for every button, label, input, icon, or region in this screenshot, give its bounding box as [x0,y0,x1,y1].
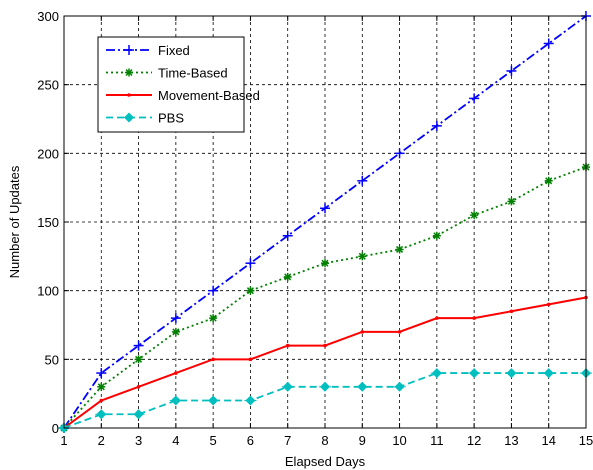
y-axis-label: Number of Updates [7,165,22,278]
y-tick-label: 0 [52,421,59,436]
y-tick-label: 200 [37,146,59,161]
x-axis-label: Elapsed Days [285,454,366,469]
data-point [245,258,256,269]
data-point [170,313,181,324]
data-point [431,120,442,131]
legend-box [97,36,245,133]
x-tick-label: 3 [135,433,142,448]
data-point [123,112,135,123]
data-point [323,343,327,348]
data-point [468,368,481,379]
data-point [470,211,479,220]
data-point [136,385,141,389]
data-point [320,203,330,214]
y-tick-label: 300 [37,9,59,24]
data-point [509,309,514,314]
data-point [207,395,220,406]
data-point [360,330,365,334]
data-point [285,343,290,348]
x-tick-label: 15 [579,433,593,448]
data-point [505,368,518,379]
x-tick-label: 2 [98,433,105,448]
y-tick-label: 150 [37,215,59,230]
legend-label: PBS [158,111,184,126]
data-point [358,252,367,261]
data-point [171,327,180,336]
x-tick-label: 5 [210,433,217,448]
data-point [133,340,144,351]
data-point [96,368,107,379]
data-point [209,314,218,323]
x-tick-label: 1 [60,433,67,448]
data-point [543,38,554,49]
data-point [546,302,551,307]
data-point [321,259,329,268]
data-point [125,68,133,77]
data-point [544,176,553,185]
x-tick-label: 8 [321,433,328,448]
data-point [281,381,294,392]
data-point [248,357,253,362]
data-point [208,285,219,296]
data-point [174,371,178,375]
x-tick-label: 13 [504,433,518,448]
data-point [134,355,143,364]
x-tick-label: 12 [467,433,481,448]
data-point [99,398,104,403]
data-point [393,381,406,392]
legend-label: Fixed [158,43,190,58]
legend-item: Time-Based [106,66,228,81]
data-point [283,272,292,281]
data-point [397,330,402,334]
legend-label: Movement-Based [158,88,260,103]
data-point [435,316,439,320]
data-point [472,316,476,320]
data-point [282,230,293,241]
series-group [58,11,592,433]
x-tick-label: 11 [430,433,444,448]
grid-lines [64,16,586,428]
data-point [132,409,145,420]
x-tick-label: 9 [359,433,366,448]
data-point [319,381,331,392]
legend-item: PBS [106,111,184,126]
y-tick-label: 250 [37,78,59,93]
data-point [97,382,106,391]
data-point [357,175,368,186]
x-tick-label: 14 [541,433,555,448]
legend-label: Time-Based [158,66,228,81]
data-point [507,197,516,206]
legend-item: Movement-Based [106,88,260,103]
data-point [394,148,405,159]
data-point [244,395,257,406]
data-point [356,381,369,392]
data-point [469,93,480,104]
data-point [124,45,134,55]
data-point [506,65,517,76]
y-tick-label: 50 [45,352,59,367]
x-tick-label: 6 [247,433,254,448]
data-point [430,368,443,379]
y-tick-label: 100 [37,284,59,299]
data-point [395,245,404,254]
data-point [432,231,441,240]
legend: Fixed Time-Based Movement-Based PBS [97,36,260,133]
data-point [127,93,131,97]
data-point [542,368,555,379]
legend-item: Fixed [106,43,190,58]
x-tick-label: 4 [172,433,179,448]
data-point [169,395,182,406]
data-point [246,286,255,295]
data-point [211,357,215,362]
x-tick-label: 7 [284,433,291,448]
data-point [95,409,108,420]
x-tick-label: 10 [392,433,406,448]
